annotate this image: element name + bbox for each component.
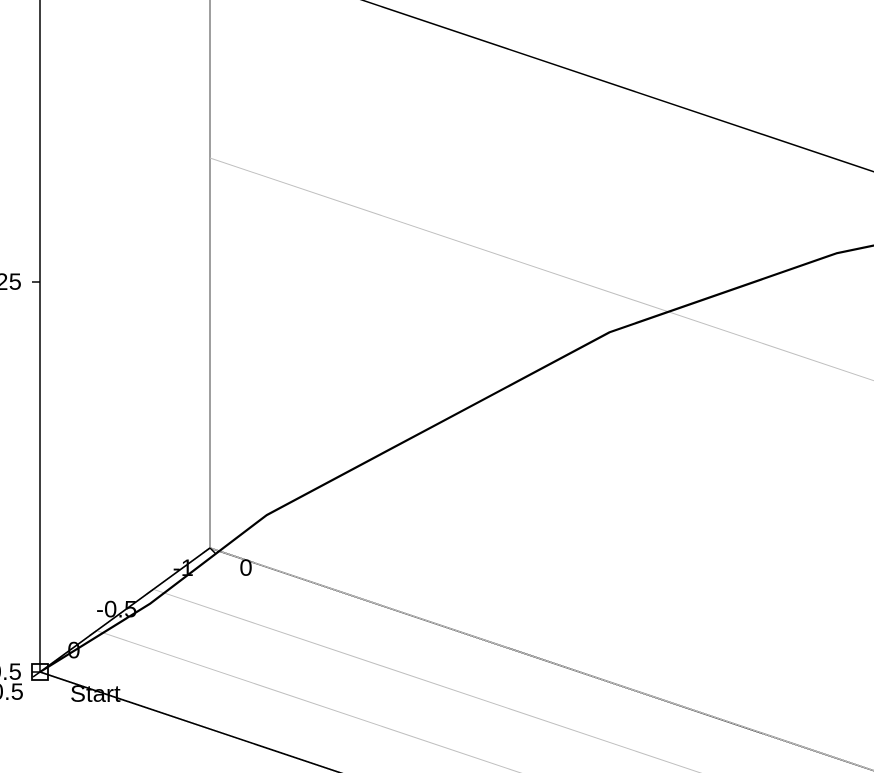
start-label: Start <box>70 681 121 708</box>
y-tick: 0.5 <box>0 679 24 706</box>
trajectory-3d-plot: -0.5-0.250-1-0.500.500.20.4 StartHoverin… <box>0 0 874 773</box>
x-tick: 0 <box>239 555 252 582</box>
z-tick: -0.25 <box>0 269 22 296</box>
y-tick: -0.5 <box>96 596 137 623</box>
